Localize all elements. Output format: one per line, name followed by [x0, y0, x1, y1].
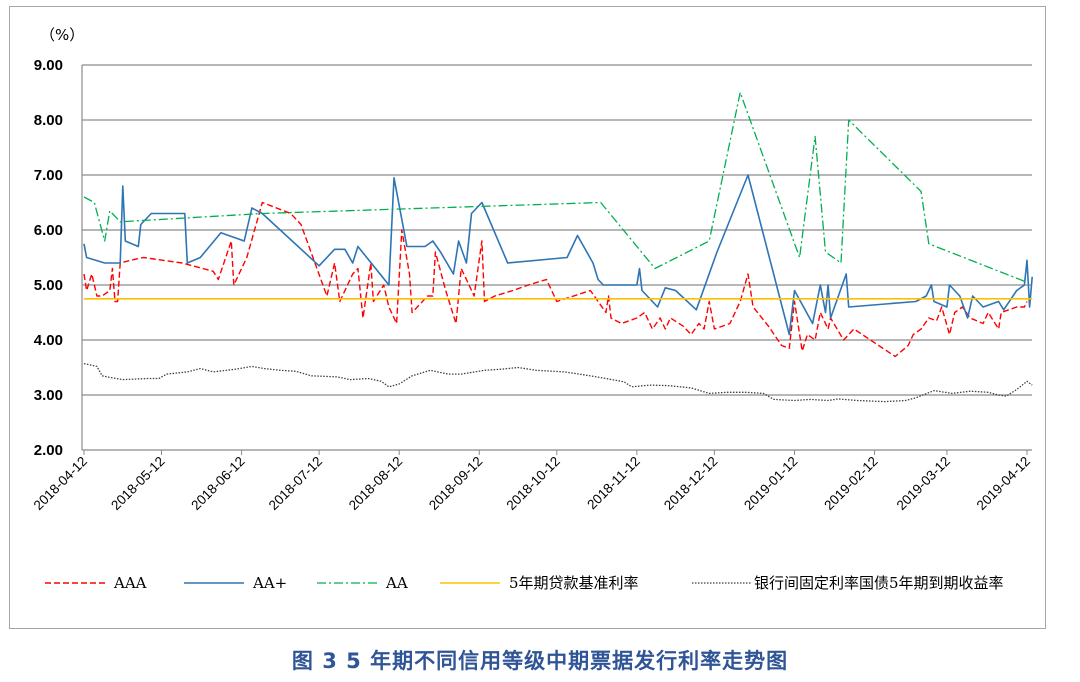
legend-label-3: 5年期贷款基准利率	[509, 574, 639, 592]
y-tick-label: 2.00	[34, 442, 63, 459]
y-tick-label: 6.00	[34, 222, 63, 239]
series-line-1	[83, 174, 1033, 336]
legend-label-1: AA+	[252, 574, 287, 592]
y-axis: 2.00 3.00 4.00 5.00 6.00 7.00 8.00 9.00	[34, 57, 83, 459]
x-tick-label: 2018-11-12	[584, 454, 643, 513]
grid-lines	[82, 64, 1032, 451]
x-tick-label: 2018-08-12	[346, 454, 405, 513]
figure-caption: 图 3 5 年期不同信用等级中期票据发行利率走势图	[291, 649, 789, 673]
x-axis: 2018-04-12 2018-05-12 2018-06-12 2018-07-12…	[31, 450, 1033, 513]
y-tick-label: 9.00	[34, 57, 63, 74]
x-tick-label: 2018-12-12	[661, 454, 720, 513]
y-axis-unit-label: （%）	[40, 26, 85, 44]
legend-label-0: AAA	[113, 574, 147, 592]
plot-area	[83, 91, 1033, 403]
y-tick-label: 5.00	[34, 277, 63, 294]
x-tick-label: 2018-05-12	[108, 454, 167, 513]
x-tick-label: 2018-07-12	[266, 454, 325, 513]
series-line-4	[83, 362, 1033, 403]
y-tick-label: 7.00	[34, 167, 63, 184]
y-tick-label: 4.00	[34, 332, 63, 349]
line-chart: 2.00 3.00 4.00 5.00 6.00 7.00 8.00 9.00 2018-04…	[31, 57, 1033, 592]
x-tick-label: 2019-03-12	[894, 454, 953, 513]
x-tick-label: 2019-02-12	[821, 454, 880, 513]
y-tick-label: 3.00	[34, 387, 63, 404]
legend-label-2: AA	[385, 574, 408, 592]
x-tick-label: 2019-04-12	[974, 454, 1033, 513]
chart-frame	[9, 6, 1046, 629]
x-tick-label: 2018-06-12	[188, 454, 247, 513]
x-tick-label: 2018-10-12	[503, 454, 562, 513]
series-line-2	[83, 91, 1028, 283]
legend-label-4: 银行间固定利率国债5年期到期收益率	[754, 574, 1004, 592]
series-line-0	[83, 201, 1028, 358]
x-tick-label: 2018-04-12	[31, 454, 90, 513]
y-tick-label: 8.00	[34, 112, 63, 129]
legend: AAA AA+ AA 5年期贷款基准利率 银行间固定利率国债5年期到期收益率	[45, 574, 1004, 592]
x-tick-label: 2019-01-12	[741, 454, 800, 513]
x-tick-label: 2018-09-12	[426, 454, 485, 513]
